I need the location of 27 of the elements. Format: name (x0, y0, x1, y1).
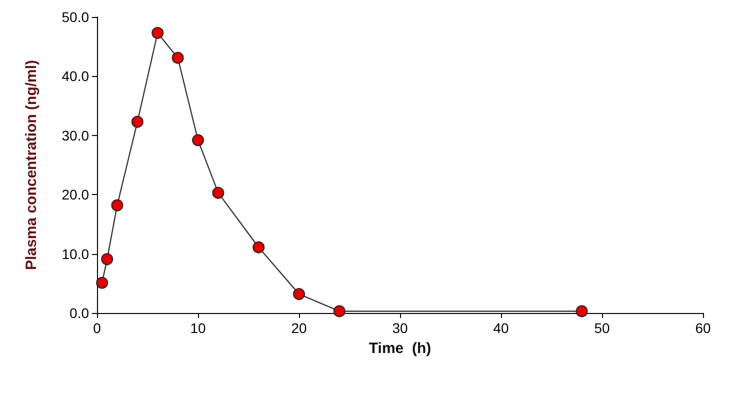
point (152, 26, 164, 39)
point (192, 134, 204, 146)
point (96, 276, 108, 289)
x-tick-label: 40 (493, 320, 509, 336)
point (172, 52, 184, 64)
y-tick-label: 30.0 (62, 127, 90, 144)
x-tick-label: 20 (291, 320, 307, 336)
x-axis-title: Time (h) (368, 340, 432, 357)
y-axis-title: Plasma concentration (ng/ml) (23, 60, 40, 270)
point (212, 186, 224, 199)
x-tick-label: 50 (594, 320, 610, 336)
x-tick-label: 60 (695, 320, 711, 336)
y-tick-label: 40.0 (62, 68, 90, 84)
point (101, 253, 114, 266)
y-tick-label: 50.0 (62, 9, 90, 25)
y-tick-label: 10.0 (62, 246, 90, 262)
x-tick-label: 30 (392, 320, 408, 336)
point (333, 305, 346, 318)
point (252, 241, 265, 254)
y-tick-label: 0.0 (70, 305, 90, 321)
point (293, 288, 305, 300)
point (131, 116, 144, 128)
x-tick-label: 10 (190, 320, 206, 336)
point (576, 305, 588, 318)
x-tick-label: 0 (93, 320, 102, 336)
point (111, 199, 124, 212)
y-tick-label: 20.0 (62, 186, 90, 203)
